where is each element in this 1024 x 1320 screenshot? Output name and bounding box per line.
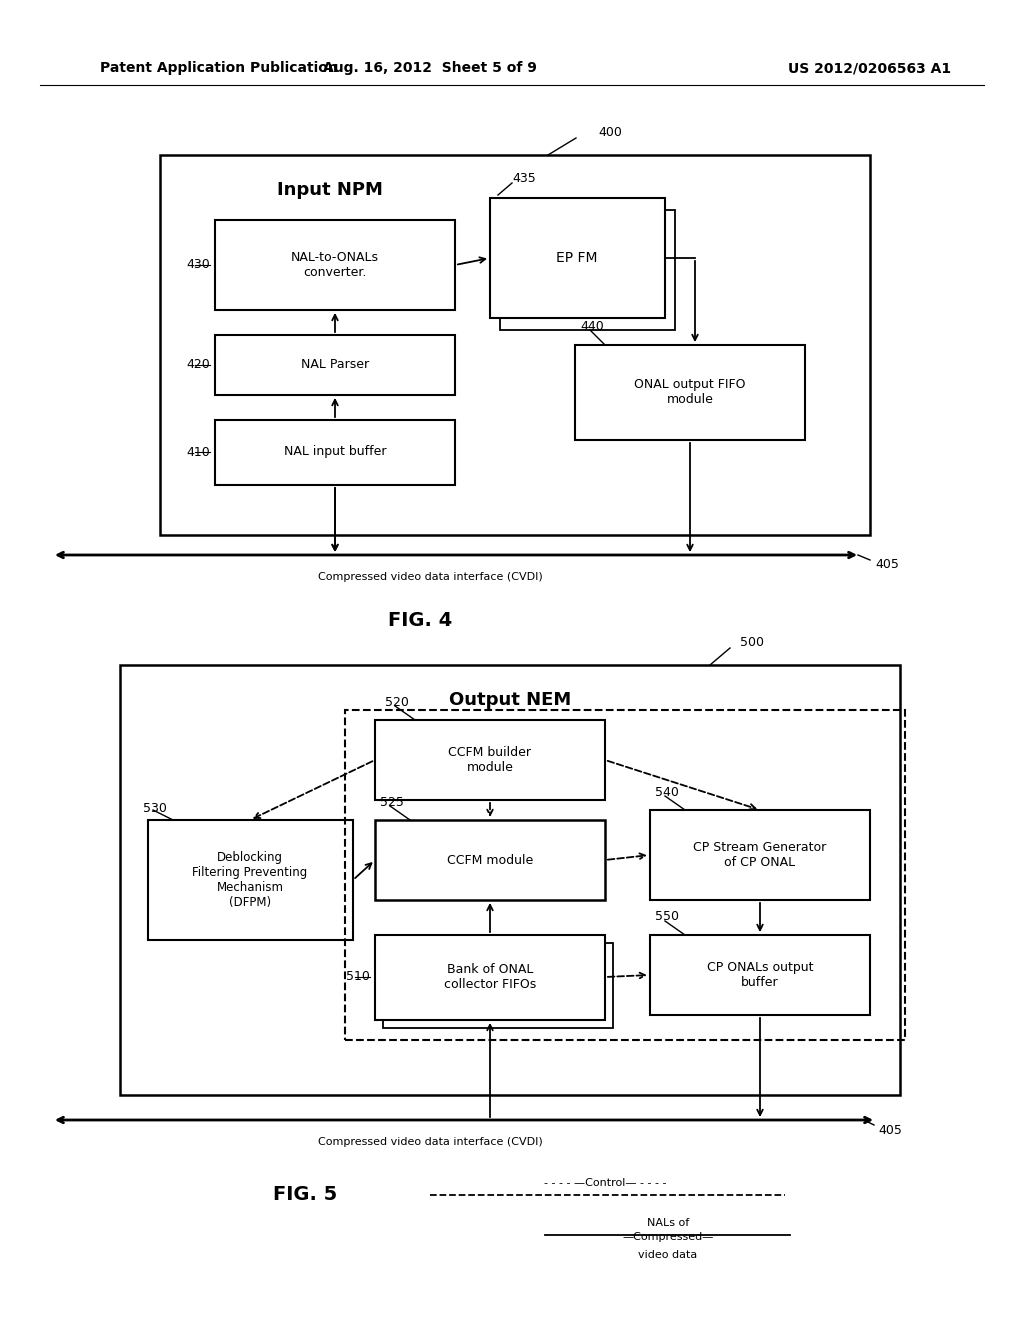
- Text: 435: 435: [512, 172, 536, 185]
- Text: NAL input buffer: NAL input buffer: [284, 446, 386, 458]
- Text: Compressed video data interface (CVDI): Compressed video data interface (CVDI): [317, 572, 543, 582]
- Text: US 2012/0206563 A1: US 2012/0206563 A1: [788, 61, 951, 75]
- Text: FIG. 5: FIG. 5: [272, 1185, 337, 1204]
- Text: 430: 430: [186, 259, 210, 272]
- Text: NAL-to-ONALs
converter.: NAL-to-ONALs converter.: [291, 251, 379, 279]
- Bar: [650, 810, 870, 900]
- Bar: [375, 935, 605, 1020]
- Text: ONAL output FIFO
module: ONAL output FIFO module: [634, 378, 745, 407]
- Text: CP Stream Generator
of CP ONAL: CP Stream Generator of CP ONAL: [693, 841, 826, 869]
- Bar: [375, 820, 605, 900]
- Text: Output NEM: Output NEM: [449, 690, 571, 709]
- Text: Input NPM: Input NPM: [278, 181, 383, 199]
- Bar: [575, 345, 805, 440]
- Text: Compressed video data interface (CVDI): Compressed video data interface (CVDI): [317, 1137, 543, 1147]
- Text: 420: 420: [186, 359, 210, 371]
- Bar: [215, 335, 455, 395]
- Text: video data: video data: [638, 1250, 697, 1261]
- Bar: [148, 820, 353, 940]
- Text: NAL Parser: NAL Parser: [301, 359, 369, 371]
- Bar: [375, 719, 605, 800]
- Text: 530: 530: [143, 801, 167, 814]
- Text: 405: 405: [874, 558, 899, 572]
- Text: CCFM module: CCFM module: [446, 854, 534, 866]
- Text: 440: 440: [580, 321, 604, 334]
- Bar: [345, 710, 905, 1040]
- Text: Bank of ONAL
collector FIFOs: Bank of ONAL collector FIFOs: [443, 964, 537, 991]
- Text: CP ONALs output
buffer: CP ONALs output buffer: [707, 961, 813, 989]
- Text: 500: 500: [740, 636, 764, 649]
- Text: - - - - —Control— - - - -: - - - - —Control— - - - -: [544, 1177, 667, 1188]
- Text: 540: 540: [655, 785, 679, 799]
- Bar: [650, 935, 870, 1015]
- Text: FIG. 4: FIG. 4: [388, 610, 453, 630]
- Text: NALs of: NALs of: [647, 1218, 689, 1228]
- Text: Aug. 16, 2012  Sheet 5 of 9: Aug. 16, 2012 Sheet 5 of 9: [323, 61, 537, 75]
- Text: 405: 405: [878, 1123, 902, 1137]
- Text: 410: 410: [186, 446, 210, 458]
- Bar: [383, 942, 613, 1028]
- Text: —Compressed—: —Compressed—: [623, 1232, 714, 1242]
- Text: Deblocking
Filtering Preventing
Mechanism
(DFPM): Deblocking Filtering Preventing Mechanis…: [193, 851, 307, 909]
- Text: 510: 510: [346, 970, 370, 983]
- Text: 520: 520: [385, 696, 409, 709]
- Bar: [120, 665, 900, 1096]
- Text: 400: 400: [598, 127, 622, 140]
- Bar: [500, 210, 675, 330]
- Text: 525: 525: [380, 796, 403, 808]
- Bar: [215, 220, 455, 310]
- Bar: [490, 198, 665, 318]
- Text: 550: 550: [655, 911, 679, 924]
- Bar: [160, 154, 870, 535]
- Text: Patent Application Publication: Patent Application Publication: [100, 61, 338, 75]
- Text: CCFM builder
module: CCFM builder module: [449, 746, 531, 774]
- Text: EP FM: EP FM: [556, 251, 598, 265]
- Bar: [215, 420, 455, 484]
